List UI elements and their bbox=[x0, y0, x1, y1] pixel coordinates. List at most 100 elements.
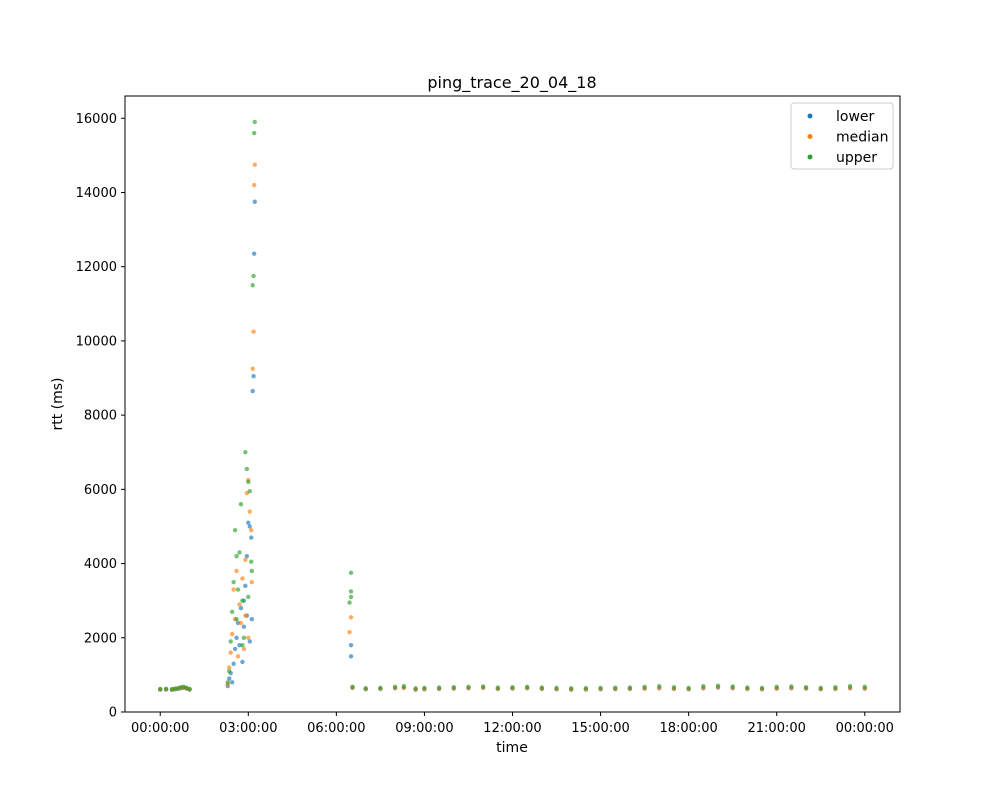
point-median-21 bbox=[243, 557, 248, 563]
y-tick-label: 12000 bbox=[76, 260, 117, 275]
x-tick-label: 06:00:00 bbox=[307, 721, 365, 736]
legend: lower median upper bbox=[790, 102, 894, 170]
point-upper-72 bbox=[833, 684, 838, 690]
point-upper-28 bbox=[251, 273, 256, 279]
point-upper-9 bbox=[225, 680, 230, 685]
point-upper-58 bbox=[627, 685, 633, 690]
point-lower-28 bbox=[251, 251, 257, 256]
point-upper-14 bbox=[232, 527, 238, 533]
point-upper-0 bbox=[158, 686, 163, 692]
point-upper-21 bbox=[243, 450, 248, 455]
point-upper-45 bbox=[436, 685, 442, 690]
y-tick-label: 2000 bbox=[84, 631, 117, 646]
point-median-20 bbox=[241, 646, 247, 652]
point-upper-38 bbox=[350, 684, 355, 689]
point-median-26 bbox=[249, 579, 255, 585]
point-median-29 bbox=[251, 182, 257, 188]
point-upper-34 bbox=[347, 600, 352, 605]
point-upper-50 bbox=[510, 684, 515, 690]
point-upper-54 bbox=[569, 686, 574, 691]
point-median-24 bbox=[247, 509, 252, 514]
point-upper-64 bbox=[715, 683, 721, 688]
x-tick-label: 09:00:00 bbox=[395, 721, 453, 736]
point-lower-18 bbox=[238, 605, 244, 611]
point-lower-13 bbox=[231, 661, 236, 666]
point-median-30 bbox=[252, 162, 257, 167]
y-tick-label: 8000 bbox=[84, 409, 117, 424]
x-axis-label: time bbox=[496, 740, 528, 756]
point-upper-15 bbox=[234, 553, 239, 559]
point-upper-19 bbox=[240, 598, 245, 603]
point-upper-71 bbox=[818, 685, 823, 691]
point-upper-47 bbox=[466, 684, 471, 689]
point-upper-32 bbox=[240, 643, 245, 648]
point-upper-18 bbox=[238, 501, 244, 507]
plot-frame bbox=[124, 95, 901, 713]
point-upper-36 bbox=[348, 594, 354, 600]
y-tick-label: 6000 bbox=[84, 483, 117, 498]
point-lower-15 bbox=[234, 635, 239, 640]
y-axis-label: rtt (ms) bbox=[50, 377, 66, 430]
point-upper-22 bbox=[244, 466, 250, 472]
chart-title: ping_trace_20_04_18 bbox=[427, 73, 596, 93]
point-upper-69 bbox=[789, 684, 794, 689]
point-median-13 bbox=[231, 587, 236, 592]
point-lower-26 bbox=[250, 388, 255, 394]
point-upper-17 bbox=[237, 550, 242, 555]
point-upper-31 bbox=[234, 617, 239, 622]
point-upper-42 bbox=[401, 683, 407, 689]
point-upper-24 bbox=[247, 489, 252, 494]
legend-marker-median bbox=[807, 134, 813, 139]
x-axis: 00:00:00 03:00:00 06:00:00 09:00:00 12:00:00… bbox=[131, 712, 894, 736]
point-upper-51 bbox=[524, 684, 530, 689]
x-tick-label: 00:00:00 bbox=[131, 721, 189, 736]
point-upper-29 bbox=[251, 130, 257, 136]
point-median-25 bbox=[249, 527, 254, 533]
legend-marker-upper bbox=[807, 154, 813, 160]
point-median-10 bbox=[227, 665, 232, 670]
point-upper-74 bbox=[862, 684, 867, 689]
y-tick-label: 16000 bbox=[76, 112, 117, 127]
x-tick-label: 21:00:00 bbox=[748, 721, 806, 736]
point-upper-67 bbox=[759, 685, 765, 691]
point-upper-46 bbox=[451, 684, 456, 690]
legend-label-median: median bbox=[836, 130, 888, 146]
point-lower-10 bbox=[227, 676, 232, 681]
point-median-12 bbox=[229, 631, 235, 637]
legend-label-upper: upper bbox=[836, 150, 877, 166]
point-upper-30 bbox=[252, 119, 257, 125]
point-upper-68 bbox=[774, 684, 779, 689]
point-upper-60 bbox=[657, 683, 662, 689]
point-lower-34 bbox=[348, 654, 354, 659]
point-median-16 bbox=[235, 654, 241, 659]
point-upper-49 bbox=[495, 685, 501, 690]
point-upper-73 bbox=[847, 683, 853, 689]
point-upper-39 bbox=[363, 686, 368, 691]
point-upper-16 bbox=[235, 587, 241, 592]
point-upper-37 bbox=[348, 570, 354, 576]
points-layer bbox=[158, 119, 867, 693]
point-lower-24 bbox=[247, 524, 252, 529]
point-lower-32 bbox=[247, 639, 252, 644]
point-upper-57 bbox=[613, 685, 618, 690]
legend-box bbox=[790, 102, 894, 170]
point-upper-55 bbox=[583, 685, 589, 691]
point-upper-52 bbox=[539, 685, 545, 690]
point-lower-23 bbox=[246, 520, 251, 525]
point-upper-41 bbox=[392, 684, 398, 689]
point-lower-12 bbox=[229, 680, 235, 685]
point-upper-26 bbox=[249, 568, 255, 574]
point-median-17 bbox=[237, 602, 242, 607]
x-tick-label: 18:00:00 bbox=[659, 721, 717, 736]
x-tick-label: 12:00:00 bbox=[483, 721, 541, 736]
y-tick-label: 14000 bbox=[76, 186, 117, 201]
point-median-32 bbox=[246, 635, 251, 640]
point-lower-30 bbox=[241, 624, 247, 629]
point-lower-35 bbox=[348, 643, 354, 648]
point-upper-12 bbox=[229, 609, 235, 615]
point-upper-23 bbox=[246, 479, 251, 485]
point-upper-48 bbox=[480, 684, 486, 689]
point-upper-33 bbox=[246, 594, 251, 600]
y-axis: 0 2000 4000 6000 8000 10000 12000 14000 16000 bbox=[76, 112, 125, 721]
